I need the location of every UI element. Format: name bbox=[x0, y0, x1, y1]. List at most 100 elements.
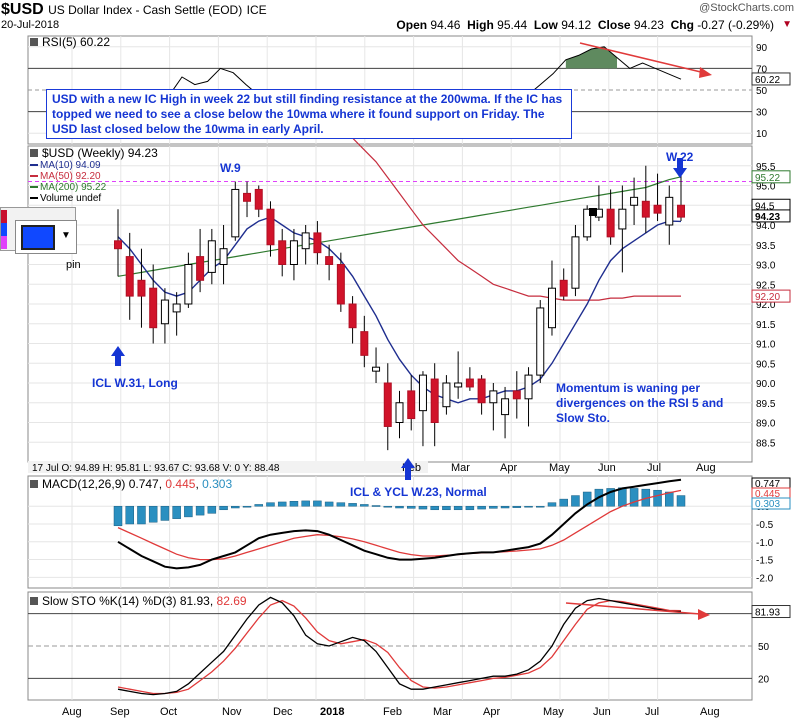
candle-body bbox=[325, 256, 334, 266]
macd-histogram-bar bbox=[430, 505, 439, 511]
legend-label: MA(200) 95.22 bbox=[40, 182, 107, 193]
candle-body bbox=[641, 200, 650, 218]
candle-body bbox=[137, 279, 146, 297]
rsi-value-label: 60.22 bbox=[755, 75, 780, 86]
macd-histogram-bar bbox=[477, 505, 486, 510]
sto-tick-label: 20 bbox=[758, 674, 770, 685]
label-icl-w31: ICL W.31, Long bbox=[92, 376, 178, 390]
price-tick-label: 89.0 bbox=[756, 419, 776, 430]
rsi-value-tag bbox=[751, 72, 791, 86]
close-label: Close bbox=[597, 18, 631, 32]
pink-swatch[interactable] bbox=[1, 236, 7, 249]
analysis-note: USD with a new IC High in week 22 but st… bbox=[46, 89, 572, 139]
rsi-legend-swatch bbox=[30, 38, 38, 46]
chg-label: Chg bbox=[670, 18, 694, 32]
candle-body bbox=[348, 303, 357, 329]
sto-k-line bbox=[117, 596, 682, 696]
price-legend-swatch bbox=[30, 149, 38, 157]
pin-label[interactable]: pin bbox=[66, 259, 81, 271]
macd-histogram-bar bbox=[453, 505, 463, 511]
candle-body bbox=[114, 240, 122, 250]
macd-histogram-bar bbox=[277, 501, 287, 507]
chevron-down-icon[interactable]: ▼ bbox=[61, 230, 71, 241]
close-value: 94.23 bbox=[633, 18, 664, 32]
macd-histogram-bar bbox=[266, 502, 275, 507]
macd-histogram-bar bbox=[254, 504, 263, 507]
macd-histogram-bar bbox=[125, 505, 134, 525]
macd-histogram-bar bbox=[383, 505, 393, 508]
month-label: May bbox=[543, 706, 564, 718]
candle-body bbox=[430, 378, 439, 423]
price-tick-label: 92.0 bbox=[756, 300, 776, 311]
red-swatch[interactable] bbox=[1, 210, 7, 223]
candle-body bbox=[125, 256, 134, 297]
annotation-marks bbox=[111, 158, 687, 480]
candle-body bbox=[465, 378, 474, 388]
upper-month-label: Jun bbox=[598, 462, 616, 474]
open-value: 94.46 bbox=[430, 18, 461, 32]
candle-body bbox=[289, 240, 298, 266]
label-w22: W.22 bbox=[666, 150, 694, 164]
macd-histogram-bar bbox=[489, 505, 498, 509]
macd-histogram-bar bbox=[653, 489, 662, 507]
macd-histogram-bar bbox=[348, 503, 357, 507]
macd-histogram-bar bbox=[360, 504, 369, 507]
macd-value-label: 0.303 bbox=[755, 499, 780, 510]
exchange: ICE bbox=[246, 3, 267, 17]
macd-histogram-bar bbox=[406, 505, 416, 509]
candle-body bbox=[559, 279, 568, 297]
color-picker-widget[interactable]: ▼ bbox=[0, 207, 77, 254]
month-label: Aug bbox=[62, 706, 82, 718]
candle-body bbox=[301, 232, 310, 250]
price-value-tag bbox=[751, 209, 791, 223]
price-tick-label: 95.5 bbox=[756, 162, 776, 173]
high-label: High bbox=[467, 18, 494, 32]
macd-histogram-bar bbox=[231, 505, 240, 509]
macd-histogram-bar bbox=[148, 505, 158, 523]
down-arrow-icon bbox=[673, 158, 687, 178]
selected-color-swatch[interactable] bbox=[21, 225, 55, 250]
sto-title: Slow STO %K(14) %D(3) 81.93, 82.69 bbox=[42, 594, 247, 608]
rsi-tick-label: 10 bbox=[756, 129, 768, 140]
macd-tick-label: -0.5 bbox=[756, 520, 774, 531]
macd-histogram-bar bbox=[219, 505, 228, 511]
upper-month-label: Aug bbox=[696, 462, 716, 474]
price-tick-label: 94.0 bbox=[756, 221, 776, 232]
candle-body bbox=[407, 390, 416, 420]
price-value-label: 94.23 bbox=[755, 212, 780, 223]
candle-body bbox=[184, 264, 193, 305]
rsi-tick-label: 90 bbox=[756, 43, 768, 54]
macd-value-label: 0.445 bbox=[755, 489, 780, 500]
month-label: Feb bbox=[383, 706, 402, 718]
candle-body bbox=[653, 204, 662, 214]
macd-histogram-bar bbox=[301, 500, 310, 507]
candle-body bbox=[454, 382, 463, 388]
candle-body bbox=[372, 366, 381, 372]
candle-body bbox=[536, 307, 545, 376]
sto-value-tag bbox=[751, 605, 791, 619]
down-triangle-icon: ▼ bbox=[782, 19, 792, 30]
macd-title-part: 0.303 bbox=[202, 477, 232, 491]
macd-histogram-bar bbox=[336, 502, 346, 507]
candle-body bbox=[160, 299, 169, 325]
blue-swatch[interactable] bbox=[1, 223, 7, 236]
candle-body bbox=[196, 256, 205, 281]
open-label: Open bbox=[396, 18, 428, 32]
instrument-name: US Dollar Index - Cash Settle (EOD) bbox=[48, 3, 243, 17]
label-w9: W.9 bbox=[220, 161, 241, 175]
candle-body bbox=[477, 378, 486, 404]
price-tick-label: 93.0 bbox=[756, 261, 776, 272]
up-arrow-icon bbox=[401, 458, 415, 480]
candle-body bbox=[547, 287, 556, 329]
candle-body bbox=[278, 240, 287, 266]
macd-histogram-bar bbox=[571, 495, 580, 507]
month-label: Dec bbox=[273, 706, 293, 718]
macd-histogram-bar bbox=[500, 505, 510, 509]
upper-month-label: Apr bbox=[500, 462, 517, 474]
macd-histogram-bar bbox=[582, 491, 592, 507]
macd-legend-swatch bbox=[30, 480, 38, 488]
slow-sto-panel: 205080Slow STO %K(14) %D(3) 81.93, 82.69… bbox=[27, 591, 791, 701]
candle-body bbox=[606, 208, 615, 238]
price-value-label: 94.5 bbox=[755, 201, 775, 212]
candle-body bbox=[442, 382, 451, 408]
